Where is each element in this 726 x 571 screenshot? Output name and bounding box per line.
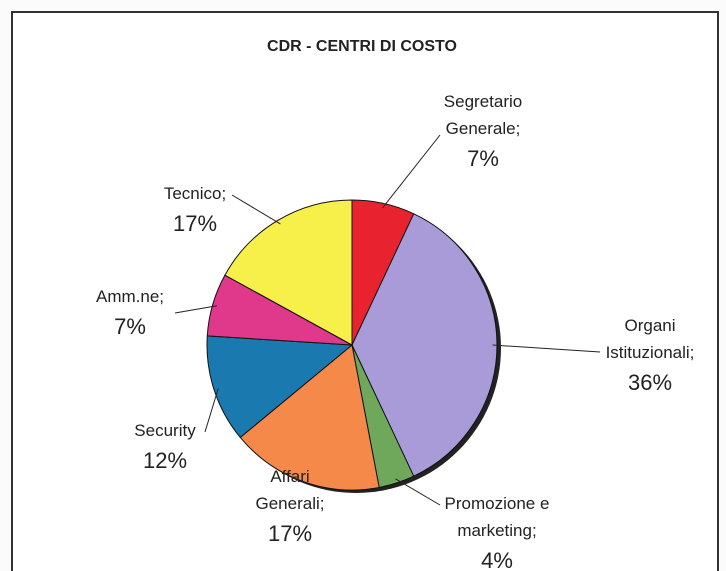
slice-value-label: 17%: [268, 521, 312, 546]
slice-label: Amm.ne;: [96, 287, 164, 306]
leader-line: [382, 134, 441, 209]
slice-value-label: 17%: [173, 211, 217, 236]
slice-value-label: 7%: [467, 146, 499, 171]
pie-slice: [224, 199, 353, 346]
pie-slice: [239, 344, 380, 491]
pie-slice: [206, 335, 354, 439]
slice-label: Organi Istituzionali;: [606, 316, 695, 362]
slice-label: Affari Generali;: [256, 467, 325, 513]
slice-value-label: 7%: [114, 314, 146, 339]
leader-line: [231, 194, 281, 225]
leader-line: [395, 478, 441, 506]
leader-line: [492, 344, 601, 353]
chart-title: CDR - CENTRI DI COSTO: [267, 38, 457, 55]
leader-line: [174, 305, 218, 314]
leader-line: [204, 388, 219, 433]
slice-label: Promozione e marketing;: [445, 494, 550, 540]
slice-value-label: 12%: [143, 448, 187, 473]
slice-value-label: 4%: [481, 548, 513, 571]
slice-value-label: 36%: [628, 370, 672, 395]
slice-label: Segretario Generale;: [444, 92, 522, 138]
slice-label: Tecnico;: [164, 184, 226, 203]
slice-label: Security: [134, 421, 196, 440]
